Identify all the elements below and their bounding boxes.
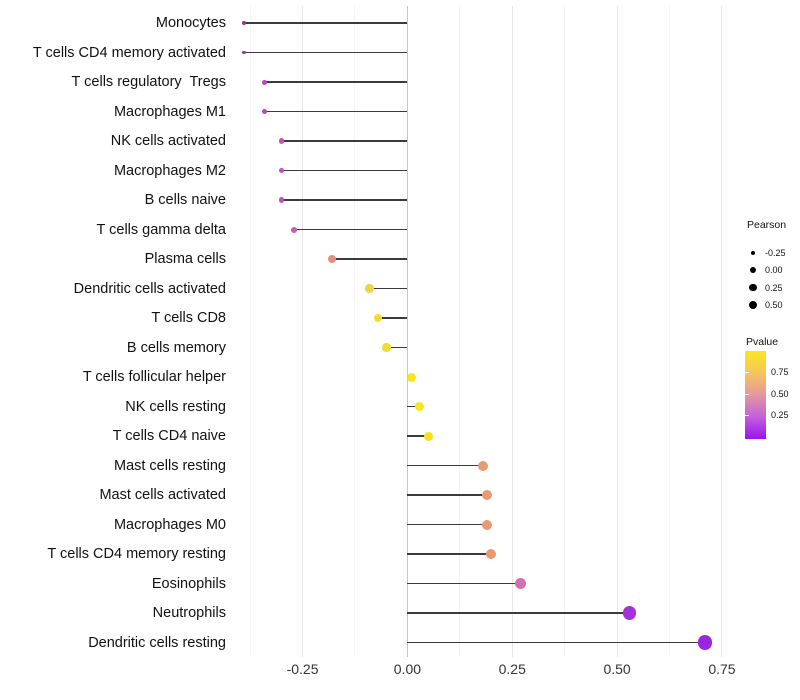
gridline-major: [721, 6, 723, 657]
pearson-legend-dot: [749, 283, 757, 292]
lollipop-dot: [415, 402, 425, 411]
pvalue-tick-label: 0.75: [771, 367, 789, 377]
lollipop-stem: [243, 51, 408, 54]
y-axis-label: Macrophages M2: [113, 162, 226, 179]
y-axis-label: NK cells resting: [125, 398, 226, 415]
y-axis-label: B cells naive: [144, 192, 226, 208]
y-axis-label: T cells regulatory Tregs: [71, 74, 226, 90]
lollipop-stem: [264, 81, 408, 83]
lollipop-dot: [373, 313, 383, 323]
pearson-legend-dot: [749, 266, 757, 274]
y-axis-label: T cells follicular helper: [82, 369, 226, 385]
lollipop-dot: [697, 635, 713, 650]
lollipop-dot: [278, 138, 285, 144]
lollipop-dot: [482, 519, 493, 530]
gridline-major: [302, 6, 304, 657]
gridline-minor: [669, 6, 671, 657]
lollipop-stem: [281, 140, 408, 142]
y-axis-label: Dendritic cells activated: [73, 280, 226, 297]
gridline-minor: [459, 6, 461, 657]
pvalue-tick-mark: [745, 372, 749, 373]
lollipop-dot: [382, 343, 391, 352]
pearson-legend-label: -0.25: [765, 247, 786, 258]
lollipop-dot: [482, 490, 493, 500]
lollipop-stem: [264, 110, 408, 113]
y-axis-label: T cells CD4 memory resting: [47, 546, 226, 562]
y-axis-label: B cells memory: [126, 339, 226, 356]
lollipop-stem: [378, 317, 408, 319]
pearson-legend-title: Pearson: [747, 219, 787, 231]
lollipop-stem: [407, 582, 521, 585]
lollipop-stem: [407, 464, 483, 467]
lollipop-dot: [242, 21, 246, 25]
x-tick-label: 0.50: [603, 661, 631, 677]
y-axis-label: Macrophages M0: [113, 516, 226, 533]
pvalue-tick-label: 0.50: [771, 388, 789, 399]
x-tick-label: -0.25: [286, 661, 319, 677]
lollipop-dot: [278, 167, 285, 174]
x-tick-label: 0.25: [498, 661, 526, 677]
lollipop-stem: [281, 169, 408, 172]
lollipop-stem: [331, 258, 408, 260]
x-tick-label: 0.00: [393, 661, 422, 677]
pearson-legend-dot: [751, 250, 755, 255]
y-axis-label: NK cells activated: [110, 133, 226, 149]
lollipop-stem: [407, 494, 488, 496]
zero-line: [406, 6, 409, 657]
gridline-minor: [249, 6, 251, 657]
pvalue-legend-title: Pvalue: [746, 336, 779, 348]
y-axis-label: Plasma cells: [144, 251, 226, 267]
lollipop-stem: [407, 435, 429, 437]
lollipop-dot: [291, 226, 298, 233]
lollipop-dot: [622, 606, 637, 620]
lollipop-dot: [423, 431, 433, 441]
gridline-minor: [564, 6, 566, 657]
pvalue-tick-mark: [745, 415, 749, 417]
lollipop-dot: [262, 79, 268, 85]
lollipop-dot: [262, 109, 268, 114]
pearson-legend-label: 0.25: [765, 282, 783, 293]
pvalue-tick-label: 0.25: [771, 410, 789, 421]
y-axis-label: Eosinophils: [151, 575, 226, 592]
lollipop-dot: [477, 460, 488, 471]
pvalue-gradient-bar: [745, 351, 766, 439]
lollipop-stem: [294, 228, 408, 231]
pearson-legend-label: 0.00: [765, 265, 783, 275]
gridline-major: [616, 6, 618, 657]
y-axis-label: T cells CD8: [151, 310, 226, 326]
lollipop-dot: [365, 284, 374, 293]
pearson-legend-label: 0.50: [765, 300, 783, 310]
y-axis-label: T cells gamma delta: [96, 221, 226, 238]
lollipop-stem: [407, 523, 488, 526]
lollipop-dot: [278, 197, 285, 203]
x-tick-label: 0.75: [708, 661, 736, 677]
lollipop-dot: [515, 578, 527, 589]
gridline-minor: [354, 6, 356, 657]
y-axis-label: Mast cells resting: [113, 457, 226, 474]
lollipop-dot: [407, 372, 417, 382]
lollipop-stem: [386, 346, 408, 349]
pearson-legend-dot: [748, 300, 758, 310]
y-axis-label: Mast cells activated: [99, 487, 226, 503]
y-axis-label: Neutrophils: [152, 605, 226, 621]
gridline-major: [511, 6, 513, 657]
lollipop-stem: [243, 22, 408, 24]
lollipop-stem: [407, 641, 706, 644]
lollipop-dot: [327, 255, 336, 263]
lollipop-stem: [407, 612, 630, 614]
lollipop-dot: [242, 50, 246, 55]
y-axis-label: T cells CD4 memory activated: [32, 44, 226, 61]
y-axis-label: Monocytes: [155, 15, 226, 31]
lollipop-dot: [486, 549, 497, 559]
pvalue-tick-mark: [745, 393, 749, 395]
lollipop-stem: [407, 553, 492, 555]
y-axis-label: T cells CD4 naive: [112, 428, 226, 444]
y-axis-label: Macrophages M1: [113, 103, 226, 120]
y-axis-label: Dendritic cells resting: [88, 634, 226, 651]
lollipop-stem: [281, 199, 408, 201]
lollipop-stem: [369, 287, 408, 290]
lollipop-stem: [407, 405, 420, 408]
